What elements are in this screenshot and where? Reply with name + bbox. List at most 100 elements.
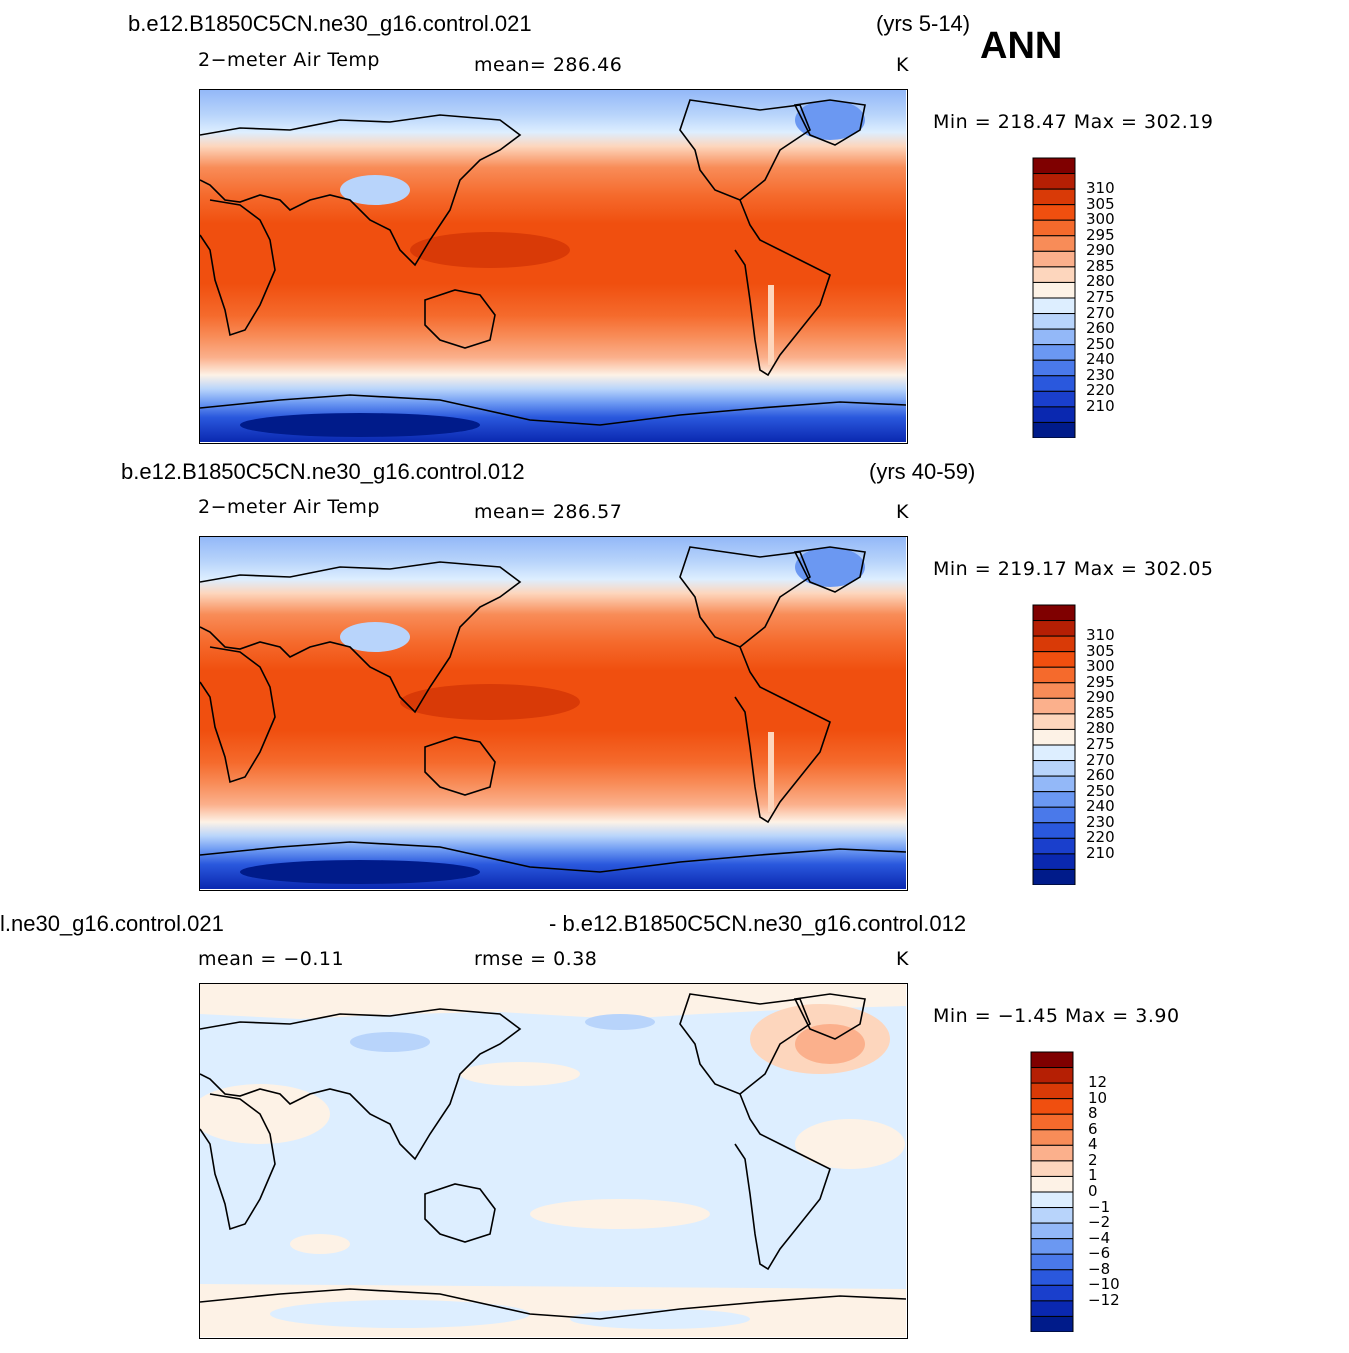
- panel3-case-left: l.ne30_g16.control.021: [0, 911, 224, 936]
- colorbar-swatch: [1032, 791, 1076, 808]
- colorbar-tick-label: 290: [1086, 241, 1115, 260]
- colorbar-swatch: [1030, 1051, 1074, 1069]
- colorbar-tick-label: 300: [1086, 210, 1115, 229]
- colorbar-swatch: [1030, 1160, 1074, 1177]
- colorbar-swatch: [1032, 760, 1076, 777]
- colorbar-swatch: [1030, 1191, 1074, 1209]
- colorbar-tick-label: 230: [1086, 812, 1115, 831]
- colorbar-swatch: [1032, 620, 1076, 637]
- panel3-colorbar-svg: [1030, 1051, 1074, 1333]
- colorbar-swatch: [1032, 421, 1076, 439]
- colorbar-tick-label: 0: [1088, 1182, 1098, 1200]
- colorbar-swatch: [1030, 1175, 1074, 1193]
- panel3-minmax: Min = −1.45 Max = 3.90: [933, 1005, 1180, 1027]
- panel2-variable: 2−meter Air Temp: [198, 496, 380, 518]
- colorbar-swatch: [1032, 375, 1076, 392]
- colorbar-swatch: [1032, 651, 1076, 668]
- colorbar-swatch: [1032, 775, 1076, 793]
- colorbar-tick-label: 285: [1086, 256, 1115, 275]
- colorbar-tick-label: 260: [1086, 319, 1115, 338]
- colorbar-swatch: [1032, 204, 1076, 221]
- colorbar-swatch: [1030, 1238, 1074, 1255]
- colorbar-swatch: [1032, 806, 1076, 824]
- colorbar-tick-label: 220: [1086, 828, 1115, 847]
- colorbar-swatch: [1030, 1315, 1074, 1333]
- panel2-units: K: [896, 501, 909, 523]
- panel2-map-svg: [200, 537, 906, 889]
- colorbar-swatch: [1032, 328, 1076, 346]
- colorbar-tick-label: −8: [1088, 1259, 1111, 1278]
- colorbar-tick-label: −4: [1088, 1228, 1111, 1247]
- colorbar-tick-label: 305: [1086, 641, 1115, 660]
- colorbar-swatch: [1030, 1067, 1074, 1084]
- colorbar-tick-label: 8: [1088, 1104, 1098, 1123]
- colorbar-swatch: [1030, 1284, 1074, 1302]
- colorbar-swatch: [1030, 1129, 1074, 1146]
- colorbar-swatch: [1030, 1222, 1074, 1240]
- panel1-years: (yrs 5-14): [876, 11, 971, 36]
- panel3-colorbar: [1030, 1051, 1074, 1337]
- colorbar-tick-label: 300: [1086, 657, 1115, 676]
- colorbar-tick-label: 2: [1088, 1150, 1098, 1169]
- colorbar-swatch: [1032, 837, 1076, 855]
- colorbar-tick-label: −10: [1088, 1275, 1120, 1294]
- panel3-units: K: [896, 948, 909, 970]
- season-label: ANN: [980, 25, 1063, 67]
- colorbar-tick-label: 305: [1086, 194, 1115, 213]
- colorbar-swatch: [1032, 297, 1076, 315]
- colorbar-swatch: [1032, 697, 1076, 715]
- panel2-mean: mean= 286.57: [474, 501, 623, 523]
- panel3-map-svg: [200, 984, 906, 1337]
- colorbar-tick-label: 295: [1086, 672, 1115, 691]
- colorbar-tick-label: 270: [1086, 750, 1115, 769]
- panel1-units: K: [896, 54, 909, 76]
- panel3-rmse: rmse = 0.38: [474, 948, 598, 970]
- colorbar-swatch: [1032, 281, 1076, 299]
- colorbar-swatch: [1032, 250, 1076, 268]
- colorbar-swatch: [1032, 635, 1076, 653]
- colorbar-tick-label: 280: [1086, 272, 1115, 291]
- panel1-variable: 2−meter Air Temp: [198, 49, 380, 71]
- panel1-case-title: b.e12.B1850C5CN.ne30_g16.control.021: [128, 11, 532, 36]
- colorbar-swatch: [1032, 666, 1076, 684]
- colorbar-swatch: [1032, 853, 1076, 870]
- colorbar-tick-label: 275: [1086, 735, 1115, 753]
- colorbar-swatch: [1032, 390, 1076, 408]
- colorbar-tick-label: 260: [1086, 766, 1115, 785]
- colorbar-swatch: [1032, 313, 1076, 330]
- colorbar-swatch: [1032, 868, 1076, 886]
- colorbar-tick-label: 310: [1086, 626, 1115, 645]
- colorbar-tick-label: 240: [1086, 350, 1115, 369]
- colorbar-tick-label: 230: [1086, 365, 1115, 384]
- colorbar-swatch: [1032, 235, 1076, 252]
- panel2-temperature-map: [199, 536, 908, 891]
- colorbar-tick-label: −12: [1088, 1290, 1120, 1309]
- panel1-temperature-map: [199, 89, 908, 444]
- panel2-years: (yrs 40-59): [869, 459, 976, 484]
- colorbar-swatch: [1032, 219, 1076, 237]
- colorbar-tick-label: 220: [1086, 381, 1115, 400]
- panel2-case-title: b.e12.B1850C5CN.ne30_g16.control.012: [121, 459, 525, 484]
- colorbar-tick-label: 10: [1088, 1088, 1108, 1107]
- colorbar-tick-label: −2: [1088, 1213, 1111, 1232]
- panel1-minmax: Min = 218.47 Max = 302.19: [933, 111, 1214, 133]
- colorbar-tick-label: 310: [1086, 179, 1115, 198]
- colorbar-tick-label: 290: [1086, 688, 1115, 707]
- colorbar-swatch: [1030, 1144, 1074, 1162]
- colorbar-swatch: [1030, 1253, 1074, 1271]
- colorbar-swatch: [1032, 728, 1076, 746]
- panel1-colorbar: [1032, 157, 1076, 443]
- colorbar-swatch: [1032, 713, 1076, 730]
- colorbar-tick-label: 1: [1088, 1166, 1098, 1185]
- colorbar-swatch: [1032, 344, 1076, 361]
- colorbar-swatch: [1030, 1269, 1074, 1286]
- colorbar-tick-label: 240: [1086, 797, 1115, 816]
- colorbar-swatch: [1032, 173, 1076, 190]
- colorbar-swatch: [1032, 744, 1076, 762]
- panel1-mean: mean= 286.46: [474, 54, 623, 76]
- colorbar-swatch: [1032, 604, 1076, 622]
- colorbar-tick-label: −6: [1088, 1244, 1111, 1263]
- colorbar-tick-label: 210: [1086, 396, 1115, 415]
- colorbar-tick-label: 4: [1088, 1135, 1098, 1154]
- colorbar-swatch: [1030, 1300, 1074, 1317]
